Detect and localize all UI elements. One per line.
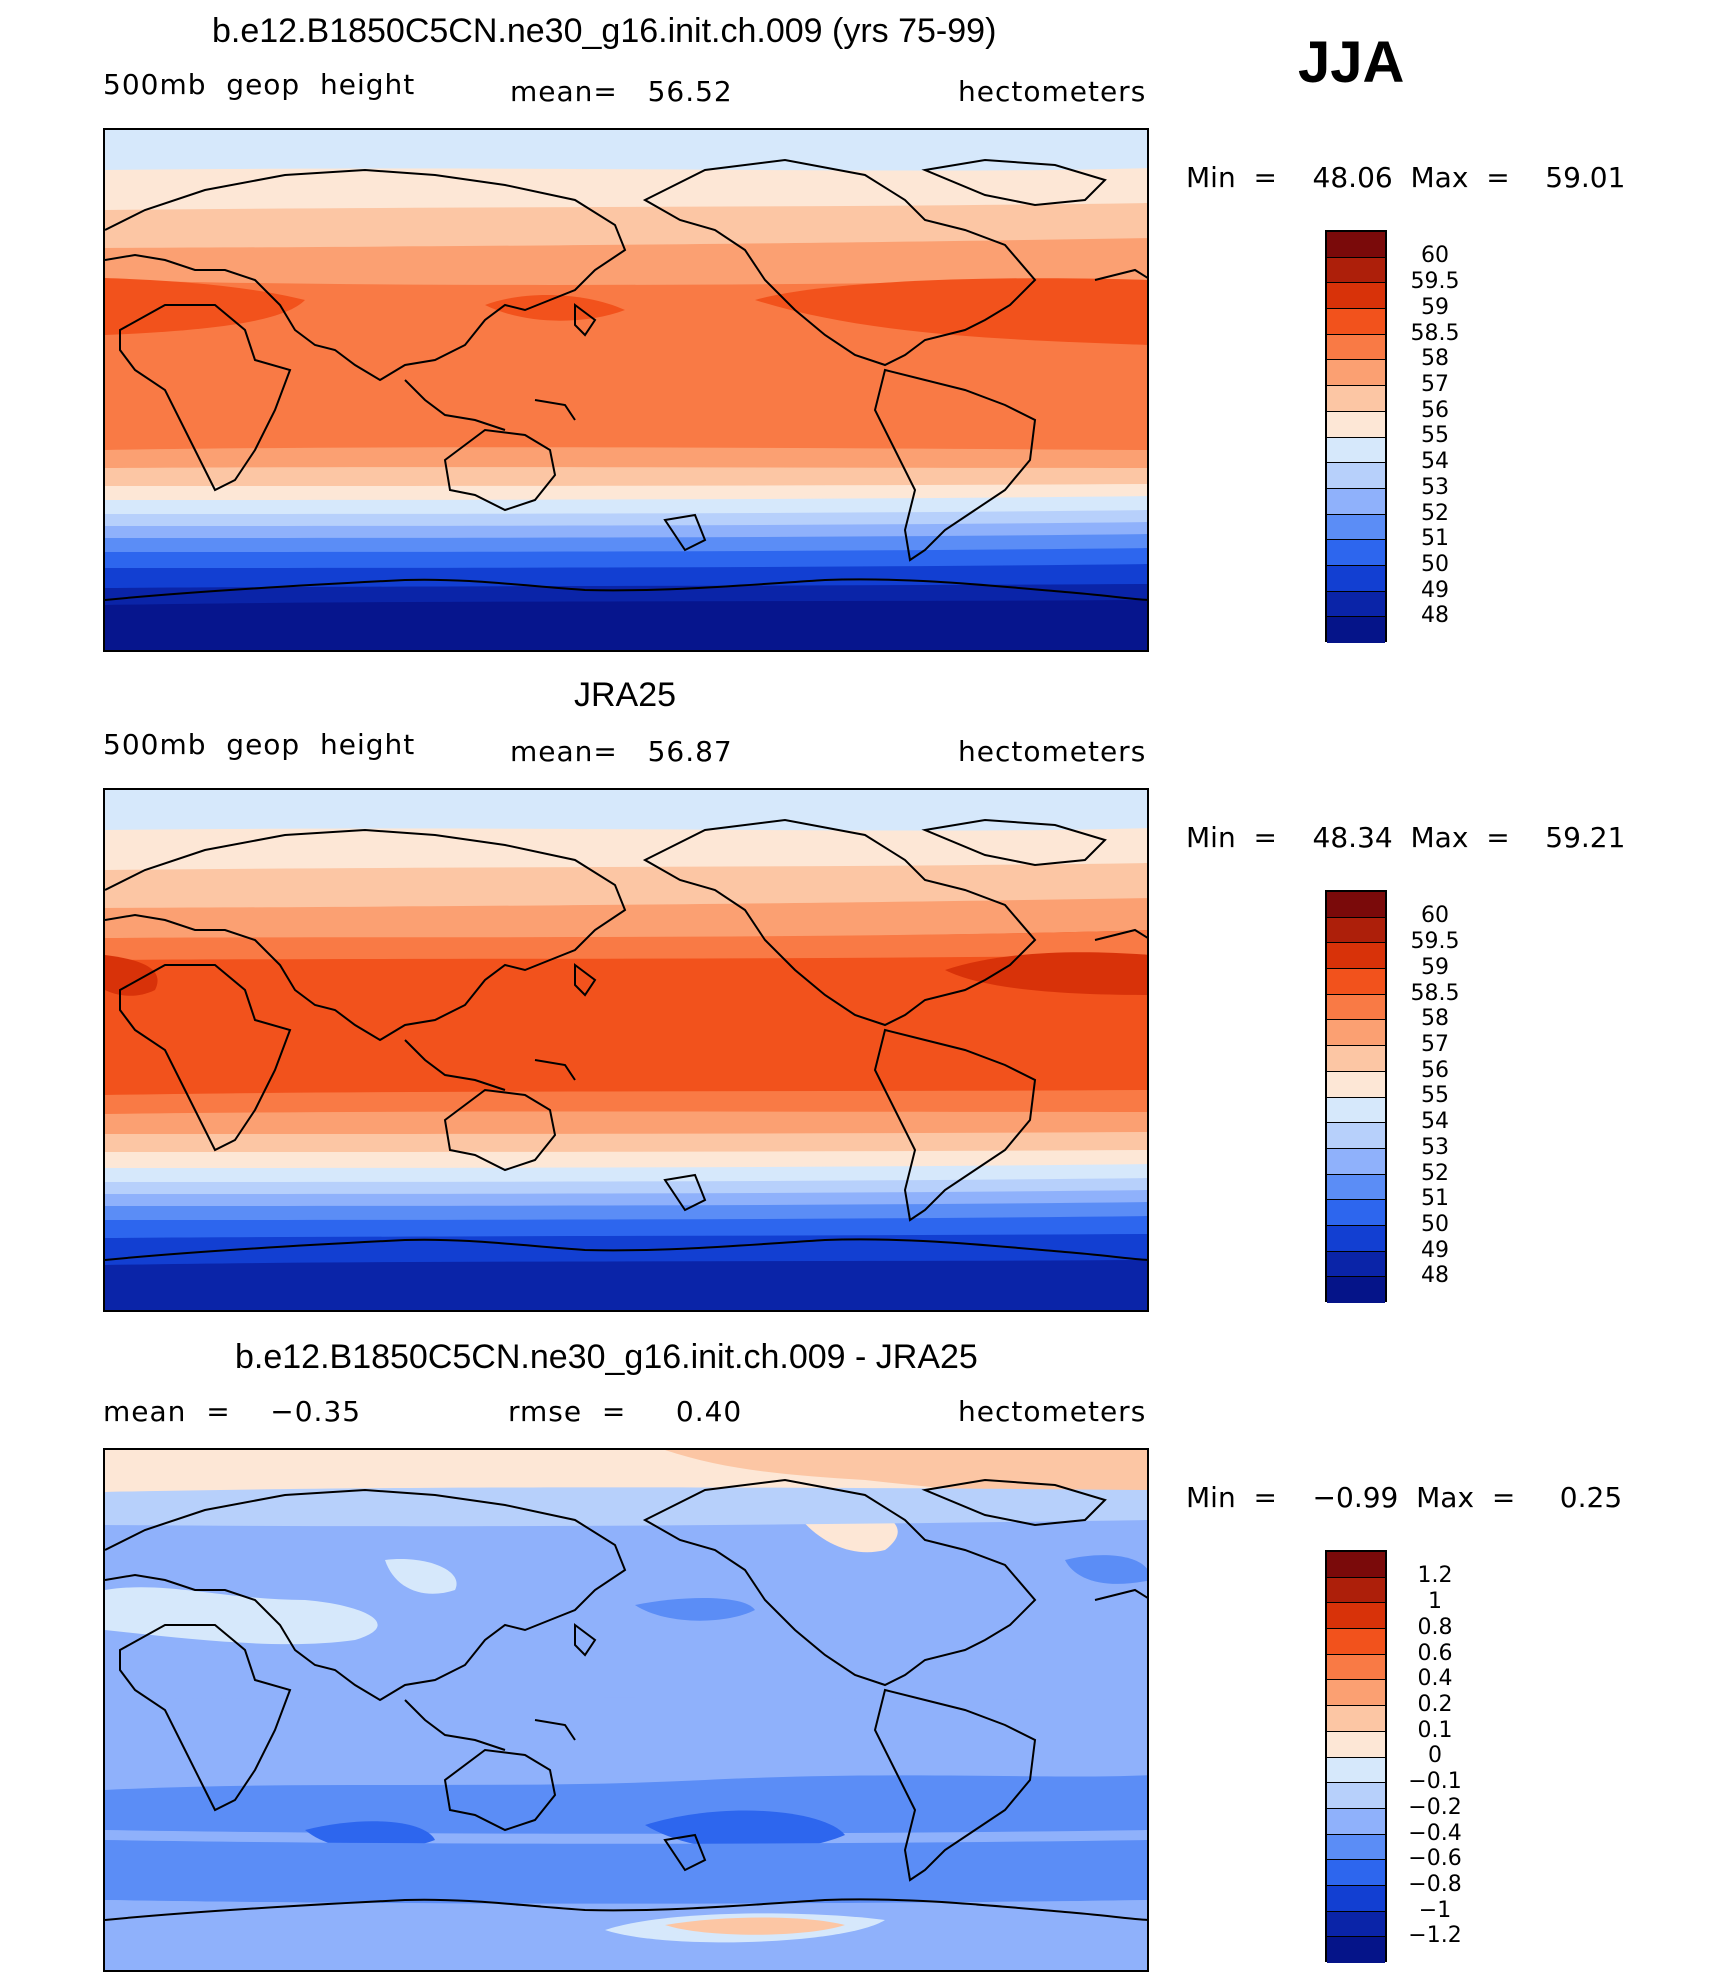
panel-3-mean-label: mean = −0.35 — [103, 1395, 362, 1428]
panel-1-units-label: hectometers — [958, 75, 1147, 108]
panel-2-mean-label: mean= 56.87 — [510, 735, 733, 768]
panel-2-units-label: hectometers — [958, 735, 1147, 768]
panel-3-contour-field — [105, 1450, 1147, 1970]
panel-1-contour-field — [105, 130, 1147, 650]
panel-2-min-max: Min = 48.34 Max = 59.21 — [1186, 821, 1626, 854]
level-label: 57 — [1421, 1032, 1449, 1057]
level-label: 58 — [1421, 1006, 1449, 1031]
level-label: −0.6 — [1408, 1846, 1462, 1871]
level-label: 49 — [1421, 578, 1449, 603]
panel-3-title: b.e12.B1850C5CN.ne30_g16.init.ch.009 - J… — [235, 1338, 978, 1376]
panel-3-map — [103, 1448, 1149, 1972]
level-label: 0.1 — [1417, 1718, 1453, 1743]
level-label: 56 — [1421, 398, 1449, 423]
panel-1-min-max: Min = 48.06 Max = 59.01 — [1186, 161, 1626, 194]
level-label: 59.5 — [1410, 269, 1460, 294]
panel-2-map — [103, 788, 1149, 1312]
level-label: 59 — [1421, 295, 1449, 320]
level-label: 49 — [1421, 1238, 1449, 1263]
panel-1-coastlines — [105, 158, 1147, 601]
panel-3-units-label: hectometers — [958, 1395, 1147, 1428]
panel-1-colorbar — [1325, 230, 1387, 643]
panel-3-rmse-label: rmse = 0.40 — [508, 1395, 743, 1428]
level-label: 58.5 — [1410, 321, 1460, 346]
level-label: 55 — [1421, 1083, 1449, 1108]
level-label: 59.5 — [1410, 929, 1460, 954]
level-label: 54 — [1421, 449, 1449, 474]
level-label: 0.4 — [1417, 1666, 1453, 1691]
level-label: 1 — [1428, 1589, 1442, 1614]
season-label: JJA — [1298, 30, 1405, 95]
level-label: 59 — [1421, 955, 1449, 980]
level-label: 1.2 — [1417, 1563, 1453, 1588]
level-label: 50 — [1421, 552, 1449, 577]
panel-2-colorbar — [1325, 890, 1387, 1303]
level-label: 58.5 — [1410, 981, 1460, 1006]
level-label: 0.6 — [1417, 1641, 1453, 1666]
panel-2-contour-field — [105, 790, 1147, 1310]
level-label: 50 — [1421, 1212, 1449, 1237]
level-label: 52 — [1421, 1161, 1449, 1186]
panel-1-variable-label: 500mb geop height — [103, 68, 416, 101]
panel-2-title: JRA25 — [574, 676, 677, 714]
level-label: −1.2 — [1408, 1923, 1462, 1948]
panel-2-coastlines — [105, 818, 1147, 1261]
level-label: −1 — [1418, 1898, 1452, 1923]
level-label: 60 — [1421, 243, 1449, 268]
level-label: 55 — [1421, 423, 1449, 448]
level-label: 54 — [1421, 1109, 1449, 1134]
panel-2-variable-label: 500mb geop height — [103, 728, 416, 761]
panel-1-map — [103, 128, 1149, 652]
level-label: 0 — [1428, 1743, 1442, 1768]
level-label: 51 — [1421, 526, 1449, 551]
level-label: 0.2 — [1417, 1692, 1453, 1717]
level-label: 57 — [1421, 372, 1449, 397]
panel-3-coastlines — [105, 1478, 1147, 1921]
level-label: 58 — [1421, 346, 1449, 371]
level-label: 56 — [1421, 1058, 1449, 1083]
level-label: −0.1 — [1408, 1769, 1462, 1794]
panel-3-min-max: Min = −0.99 Max = 0.25 — [1186, 1481, 1623, 1514]
level-label: 48 — [1421, 603, 1449, 628]
level-label: 53 — [1421, 1135, 1449, 1160]
panel-1-title: b.e12.B1850C5CN.ne30_g16.init.ch.009 (yr… — [212, 12, 997, 50]
panel-1-mean-label: mean= 56.52 — [510, 75, 733, 108]
level-label: 53 — [1421, 475, 1449, 500]
level-label: −0.8 — [1408, 1872, 1462, 1897]
level-label: −0.2 — [1408, 1795, 1462, 1820]
level-label: 48 — [1421, 1263, 1449, 1288]
level-label: −0.4 — [1408, 1821, 1462, 1846]
level-label: 60 — [1421, 903, 1449, 928]
level-label: 0.8 — [1417, 1615, 1453, 1640]
panel-3-colorbar — [1325, 1550, 1387, 1963]
level-label: 51 — [1421, 1186, 1449, 1211]
level-label: 52 — [1421, 501, 1449, 526]
